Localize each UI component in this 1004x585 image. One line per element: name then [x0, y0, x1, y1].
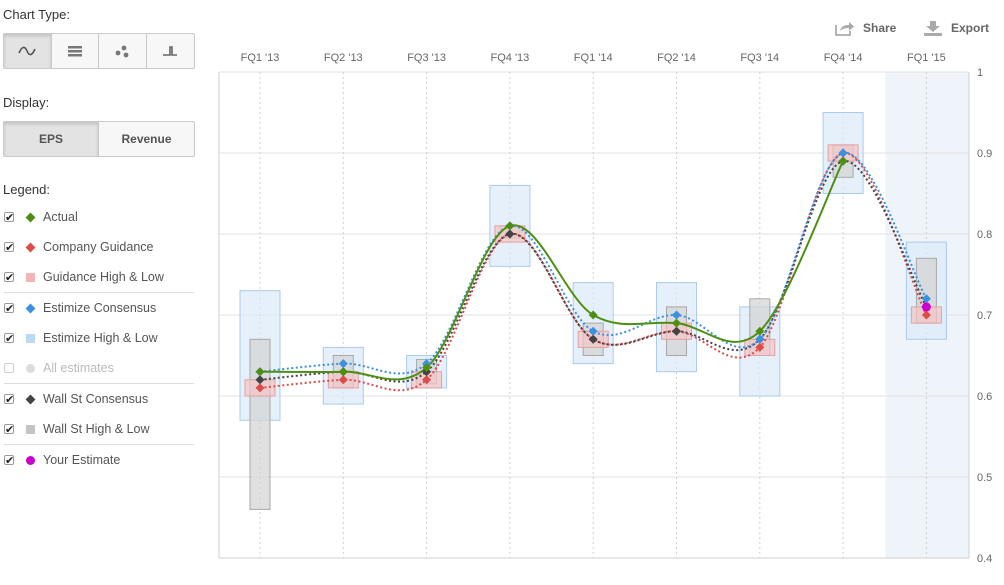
export-icon: [924, 21, 942, 36]
legend-checkbox[interactable]: ✔: [4, 242, 15, 254]
range-bar-wall-st-high-low: [249, 338, 271, 510]
export-button[interactable]: Export: [923, 20, 989, 36]
data-point-estimize-consensus: [921, 294, 931, 304]
data-point-estimize-consensus: [838, 148, 848, 158]
legend-item-actual[interactable]: ✔ Actual: [0, 202, 194, 232]
share-button[interactable]: Share: [835, 20, 896, 36]
x-tick-label: FQ1 '14: [574, 52, 613, 64]
legend-checkbox[interactable]: ✔: [4, 212, 15, 224]
legend-checkbox[interactable]: ✔: [4, 394, 15, 406]
x-tick-label: FQ1 '15: [907, 52, 946, 64]
data-point-company-guidance: [255, 383, 265, 393]
legend-item-label: Estimize Consensus: [43, 301, 157, 315]
data-point-company-guidance: [422, 375, 432, 385]
legend-item-wall-st-high-low[interactable]: ✔ Wall St High & Low: [0, 414, 194, 444]
legend-item-guidance-high-low[interactable]: ✔ Guidance High & Low: [0, 262, 194, 292]
legend-checkbox[interactable]: [4, 363, 14, 373]
y-tick-label: 0.4: [977, 553, 992, 565]
legend-label: Legend:: [3, 182, 50, 197]
legend-item-estimize-high-low[interactable]: ✔ Estimize High & Low: [0, 323, 194, 353]
step-line-icon: [163, 46, 178, 56]
data-point-actual: [505, 221, 515, 231]
y-tick-label: 0.6: [977, 391, 992, 403]
data-point-actual: [838, 156, 848, 166]
legend-checkbox[interactable]: ✔: [4, 272, 15, 284]
legend-divider: [4, 292, 194, 293]
y-tick-label: 0.8: [977, 229, 992, 241]
data-point-estimize-consensus: [588, 326, 598, 336]
display-eps-button[interactable]: EPS: [4, 122, 99, 156]
display-selector: EPS Revenue: [3, 121, 195, 157]
x-tick-label: FQ2 '14: [657, 52, 696, 64]
data-point-wall-st-consensus: [672, 326, 681, 336]
legend: ✔ Actual ✔ Company Guidance ✔ Guidance High &…: [0, 202, 194, 475]
legend-item-company-guidance[interactable]: ✔ Company Guidance: [0, 232, 194, 262]
legend-item-label: Your Estimate: [43, 453, 121, 467]
legend-item-label: Wall St High & Low: [43, 422, 150, 436]
legend-item-label: Company Guidance: [43, 240, 154, 254]
legend-divider: [4, 444, 194, 445]
legend-checkbox[interactable]: ✔: [4, 303, 15, 315]
scatter-icon: [115, 45, 129, 58]
data-point-actual: [755, 326, 765, 336]
legend-checkbox[interactable]: ✔: [4, 333, 15, 345]
data-point-company-guidance: [755, 342, 765, 352]
data-point-actual: [588, 310, 598, 320]
data-point-estimize-consensus: [755, 334, 765, 344]
smooth-line-icon: [18, 46, 36, 56]
display-label: Display:: [3, 95, 50, 110]
legend-item-wall-st-consensus[interactable]: ✔ Wall St Consensus: [0, 384, 194, 414]
share-icon: [835, 22, 854, 36]
chart-type-label: Chart Type:: [3, 7, 70, 22]
legend-item-estimize-consensus[interactable]: ✔ Estimize Consensus: [0, 293, 194, 323]
legend-item-label: Estimize High & Low: [43, 331, 158, 345]
x-tick-label: FQ3 '14: [740, 52, 779, 64]
legend-swatch-icon: [26, 363, 35, 373]
legend-checkbox[interactable]: ✔: [4, 455, 15, 467]
legend-checkbox[interactable]: ✔: [4, 424, 15, 436]
x-tick-label: FQ1 '13: [241, 52, 280, 64]
share-label: Share: [863, 21, 897, 35]
data-point-wall-st-consensus: [505, 229, 515, 239]
data-point-estimize-consensus: [338, 359, 348, 369]
data-point-estimize-consensus: [672, 310, 681, 320]
x-tick-label: FQ3 '13: [407, 52, 446, 64]
chart-type-scatter-button[interactable]: [99, 34, 147, 68]
data-point-actual: [255, 367, 265, 377]
x-tick-label: FQ2 '13: [324, 52, 363, 64]
legend-swatch-icon: [26, 455, 35, 465]
data-point-wall-st-consensus: [588, 334, 598, 344]
data-point-company-guidance: [338, 375, 348, 385]
legend-item-label: All estimates: [43, 361, 114, 375]
data-point-your-estimate: [921, 302, 931, 312]
data-point-actual: [422, 363, 432, 373]
y-tick-label: 1: [977, 67, 983, 79]
chart-type-line-button[interactable]: [4, 34, 52, 68]
x-tick-label: FQ4 '14: [824, 52, 863, 64]
y-tick-label: 0.7: [977, 310, 992, 322]
data-point-actual: [338, 367, 348, 377]
display-revenue-button[interactable]: Revenue: [121, 132, 172, 146]
data-point-company-guidance: [921, 310, 931, 320]
legend-item-label: Wall St Consensus: [43, 392, 149, 406]
chart-type-selector: [3, 33, 195, 69]
table-icon: [67, 46, 82, 57]
legend-divider: [4, 383, 194, 384]
data-point-actual: [672, 318, 681, 328]
legend-item-all-estimates[interactable]: All estimates: [0, 353, 194, 383]
x-tick-label: FQ4 '13: [491, 52, 530, 64]
legend-swatch-icon: [26, 333, 35, 343]
y-tick-label: 0.9: [977, 148, 992, 160]
export-label: Export: [951, 21, 990, 35]
legend-item-label: Actual: [43, 210, 78, 224]
legend-item-label: Guidance High & Low: [43, 270, 164, 284]
legend-swatch-icon: [26, 424, 35, 434]
y-tick-label: 0.5: [977, 472, 992, 484]
chart-type-step-button[interactable]: [147, 34, 195, 68]
chart-type-table-button[interactable]: [52, 34, 99, 68]
data-point-wall-st-consensus: [255, 375, 265, 385]
legend-swatch-icon: [26, 272, 35, 282]
legend-item-your-estimate[interactable]: ✔ Your Estimate: [0, 445, 194, 475]
